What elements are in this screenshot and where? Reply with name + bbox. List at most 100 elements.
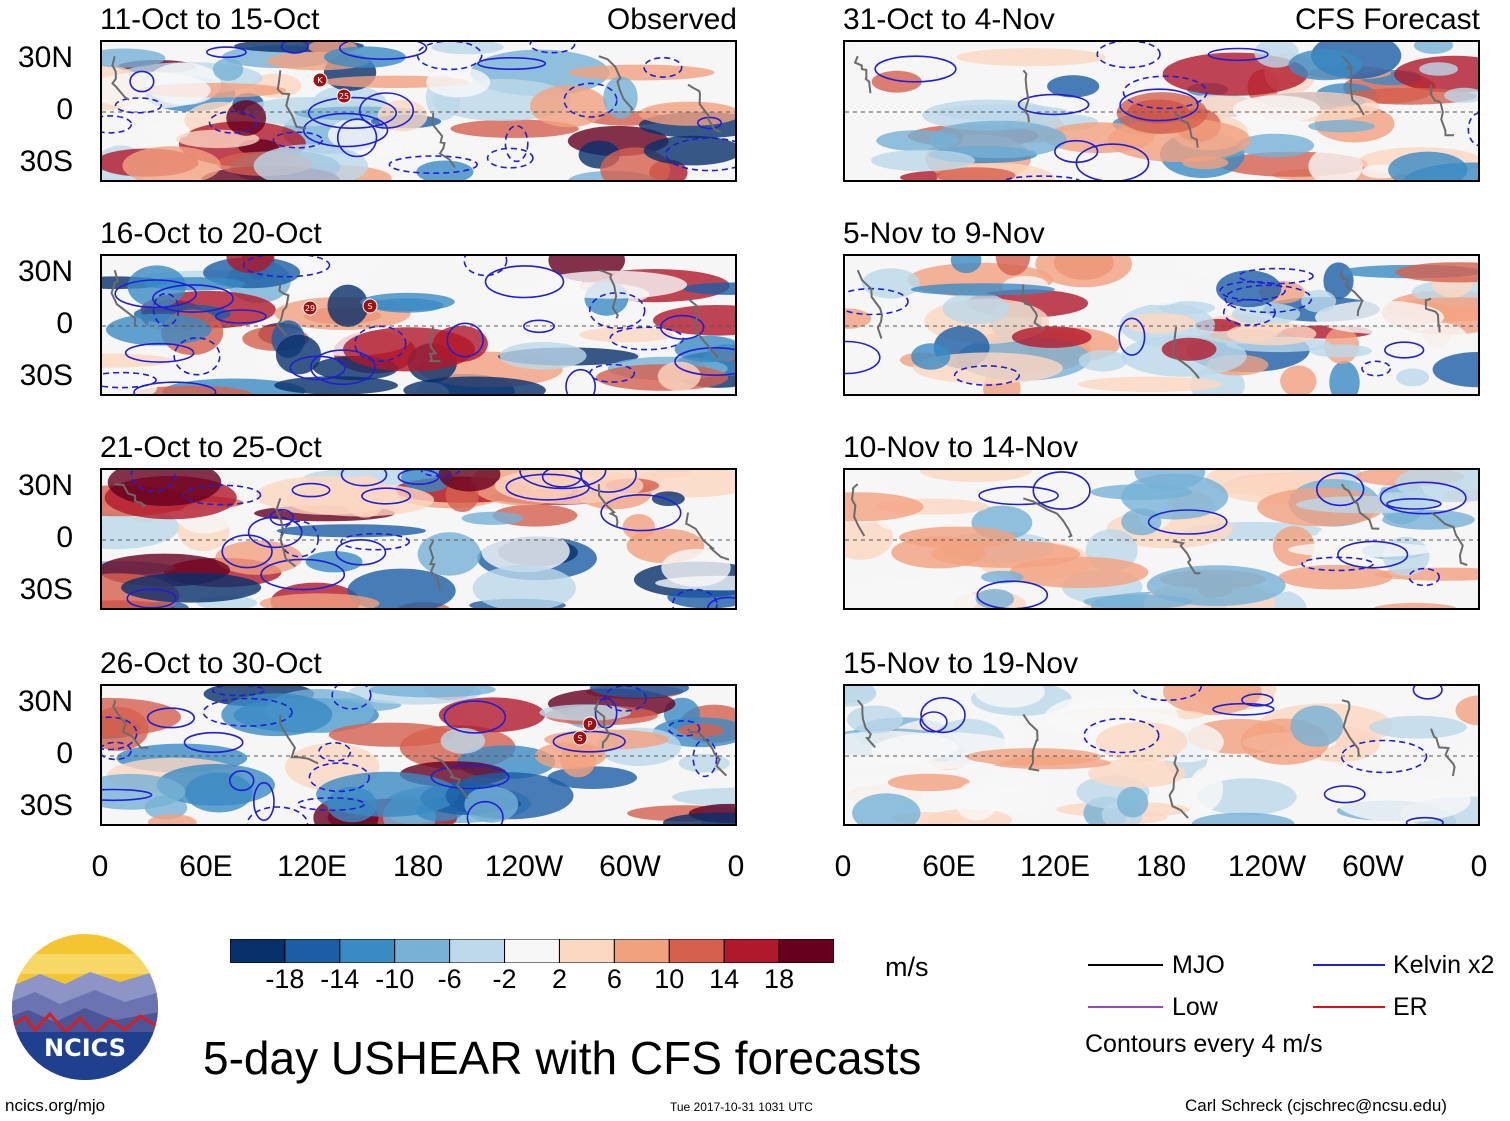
- colorbar-cell: [668, 939, 725, 963]
- shear-anomaly-blob: [298, 256, 378, 273]
- shear-anomaly-blob: [678, 753, 730, 773]
- kelvin-contour: [146, 707, 196, 729]
- shear-anomaly-blob: [253, 144, 368, 180]
- shear-anomaly-blob: [1308, 146, 1363, 180]
- shear-anomaly-blob: [538, 270, 688, 299]
- shear-anomaly-blob: [226, 100, 267, 136]
- kelvin-contour: [318, 742, 352, 762]
- shear-anomaly-blob: [850, 42, 927, 60]
- lat-label: 0: [56, 93, 73, 126]
- kelvin-contour: [430, 764, 510, 790]
- kelvin-contour: [1119, 88, 1199, 122]
- shear-anomaly-blob: [1396, 368, 1430, 387]
- panel-title-left-4: 26-Oct to 30-Oct: [100, 647, 322, 680]
- shear-anomaly-blob: [578, 327, 674, 343]
- shear-anomaly-blob: [1309, 344, 1372, 358]
- shear-anomaly-blob: [1272, 526, 1315, 567]
- shear-anomaly-blob: [651, 491, 685, 506]
- shear-anomaly-blob: [910, 283, 1055, 296]
- storm-marker: 25: [336, 88, 352, 104]
- shear-anomaly-blob: [1116, 92, 1208, 134]
- timestamp: Tue 2017-10-31 1031 UTC: [670, 1100, 813, 1114]
- colorbar-tick-label: 10: [654, 964, 685, 994]
- kelvin-contour: [340, 470, 388, 487]
- shear-anomaly-blob: [1232, 95, 1321, 124]
- shear-anomaly-blob: [1290, 705, 1344, 747]
- shear-anomaly-blob: [1095, 721, 1188, 762]
- shear-anomaly-blob: [657, 361, 701, 391]
- shear-anomaly-blob: [1090, 484, 1193, 500]
- colorbar-cell: [778, 939, 834, 963]
- lon-label: 0: [91, 850, 109, 883]
- kelvin-contour: [260, 558, 346, 591]
- panel-title-right-4: 15-Nov to 19-Nov: [843, 647, 1079, 680]
- kelvin-contour: [133, 381, 217, 394]
- shear-anomaly-blob: [1342, 87, 1477, 105]
- shear-anomaly-blob: [935, 167, 1016, 180]
- shear-field: 29 S: [102, 256, 735, 394]
- shear-anomaly-blob: [1146, 565, 1286, 606]
- colorbar-tick-label: 14: [709, 964, 740, 994]
- kelvin-contour: [1054, 139, 1099, 164]
- panel-title-left-2: 16-Oct to 20-Oct: [100, 217, 322, 250]
- kelvin-contour: [565, 368, 596, 394]
- kelvin-contour: [102, 788, 153, 802]
- shear-anomaly-blob: [1236, 133, 1315, 158]
- kelvin-contour: [659, 314, 705, 340]
- contour-note: Contours every 4 m/s: [1085, 1030, 1323, 1058]
- kelvin-contour: [183, 731, 244, 754]
- shear-anomaly-blob: [1189, 767, 1224, 811]
- main-title: 5-day USHEAR with CFS forecasts: [203, 1032, 922, 1084]
- cfs-forecast-tag: CFS Forecast: [1294, 3, 1480, 36]
- storm-marker-label: 29: [305, 304, 315, 313]
- shear-anomaly-blob: [1368, 715, 1467, 739]
- kelvin-contour: [1408, 567, 1441, 587]
- colorbar-tick-label: -6: [437, 964, 462, 994]
- shear-anomaly-blob: [464, 786, 519, 823]
- shear-field: [102, 470, 735, 608]
- shear-anomaly-blob: [426, 67, 491, 98]
- shear-anomaly-blob: [1278, 564, 1393, 590]
- shear-anomaly-blob: [530, 85, 608, 128]
- shear-anomaly-blob: [127, 265, 186, 308]
- shear-anomaly-blob: [846, 705, 903, 734]
- site-link[interactable]: ncics.org/mjo: [5, 1096, 106, 1115]
- kelvin-contour: [1467, 112, 1478, 147]
- kelvin-contour: [1032, 471, 1091, 510]
- map-panel-left-2: 29 S: [100, 254, 737, 396]
- shear-anomaly-blob: [862, 268, 920, 299]
- shear-anomaly-blob: [981, 570, 1024, 584]
- shear-anomaly-blob: [221, 693, 333, 737]
- shear-anomaly-blob: [663, 812, 735, 824]
- kelvin-contour: [1096, 42, 1161, 69]
- shear-anomaly-blob: [102, 376, 157, 394]
- kelvin-contour: [308, 762, 371, 793]
- colorbar-tick-label: 18: [764, 964, 795, 994]
- shear-anomaly-blob: [1444, 87, 1478, 103]
- panel-title-right-1: 31-Oct to 4-Nov: [843, 3, 1055, 36]
- kelvin-contour: [1340, 739, 1428, 774]
- author-credit: Carl Schreck (cjschrec@ncsu.edu): [1185, 1096, 1447, 1115]
- panel-title-right-3: 10-Nov to 14-Nov: [843, 431, 1079, 464]
- kelvin-contour: [484, 265, 565, 299]
- shear-anomaly-blob: [1087, 758, 1186, 788]
- shear-anomaly-blob: [369, 686, 496, 698]
- kelvin-contour: [845, 340, 881, 375]
- map-panel-left-1: K 25: [100, 40, 737, 182]
- shear-anomaly-blob: [942, 292, 1010, 325]
- shear-anomaly-blob: [1163, 686, 1262, 715]
- shear-anomaly-blob: [1395, 262, 1478, 283]
- kelvin-contour: [335, 539, 387, 566]
- kelvin-contour: [340, 532, 410, 551]
- shear-field: [845, 256, 1478, 394]
- kelvin-contour: [280, 520, 320, 558]
- map-panel-right-4: [843, 684, 1480, 826]
- shear-anomaly-blob: [226, 256, 274, 274]
- kelvin-contour: [114, 279, 198, 309]
- coastline: [110, 269, 719, 363]
- kelvin-contour: [102, 371, 157, 389]
- shear-anomaly-blob: [845, 580, 978, 608]
- kelvin-contour: [202, 697, 293, 727]
- shear-anomaly-blob: [974, 686, 1045, 708]
- colorbar-cell: [558, 939, 615, 963]
